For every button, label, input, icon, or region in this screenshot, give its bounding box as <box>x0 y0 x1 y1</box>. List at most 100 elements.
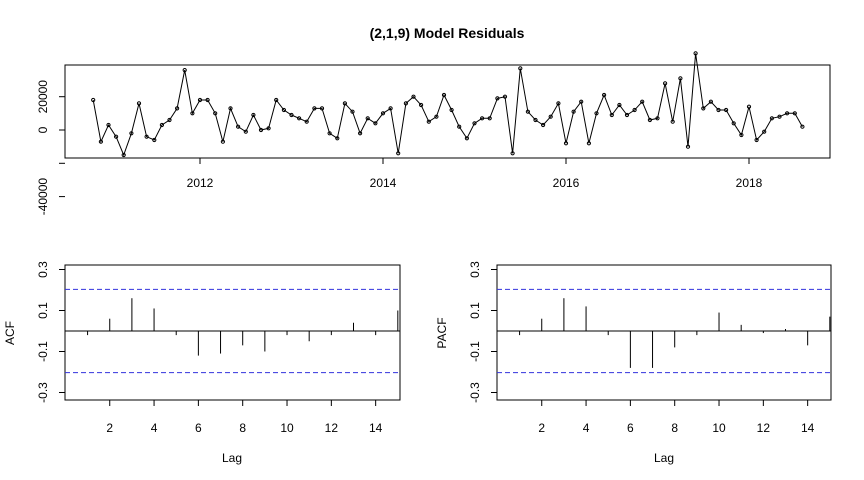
x-tick-label: 2 <box>538 421 545 435</box>
residual-point <box>182 68 187 73</box>
residual-point <box>419 102 424 108</box>
residual-point <box>579 99 584 104</box>
residual-point <box>548 114 553 119</box>
residual-point <box>518 66 523 71</box>
residual-point <box>388 106 393 111</box>
residual-point <box>251 112 256 118</box>
pacf-y-label: PACF <box>435 317 449 348</box>
residual-point <box>289 112 294 118</box>
residual-point <box>319 106 325 111</box>
residual-point <box>342 101 347 106</box>
residual-point <box>739 132 744 138</box>
y-tick-label: 0.1 <box>36 302 50 319</box>
residual-point <box>495 96 500 101</box>
residual-point <box>792 111 797 116</box>
residual-point <box>800 124 805 129</box>
x-tick-label: 10 <box>712 421 726 435</box>
acf-bars <box>65 288 400 374</box>
residual-point <box>258 127 264 133</box>
residual-point <box>685 144 691 149</box>
pacf-axes: 2 4 6 8 10 12 14 -0.3 -0.1 0.1 0.3 <box>468 261 815 435</box>
residual-point <box>243 129 248 134</box>
acf-panel: 2 4 6 8 10 12 14 -0.3 -0.1 0.1 0.3 Lag ACF <box>3 261 401 465</box>
residual-point <box>236 124 241 129</box>
residual-point <box>502 94 508 99</box>
residual-point <box>213 111 218 116</box>
y-tick-label: -0.3 <box>36 382 50 403</box>
x-tick-label: 14 <box>369 421 383 435</box>
residual-point <box>380 111 386 116</box>
residual-point <box>480 116 485 121</box>
residual-point <box>281 107 286 113</box>
pacf-plot-frame <box>496 264 832 401</box>
chart-title: (2,1,9) Model Residuals <box>370 25 525 41</box>
residual-point <box>563 141 569 146</box>
residual-point <box>785 111 790 116</box>
residual-point <box>373 121 378 126</box>
residual-point <box>609 112 614 118</box>
x-tick-label: 8 <box>671 421 678 435</box>
residual-line <box>92 53 803 157</box>
residual-point <box>335 136 340 141</box>
residual-point <box>678 76 683 81</box>
residual-point <box>228 106 233 111</box>
residual-point <box>365 116 370 121</box>
residuals-plot-frame <box>64 64 831 159</box>
x-tick-label: 8 <box>239 421 246 435</box>
residual-point <box>624 112 630 118</box>
residual-point <box>152 137 157 143</box>
residual-point <box>647 117 653 123</box>
residual-point <box>449 107 454 113</box>
residual-point <box>640 99 645 104</box>
residual-point <box>602 92 607 98</box>
residual-point <box>358 131 363 136</box>
residual-point <box>441 92 447 98</box>
y-tick-label: -0.1 <box>36 341 50 362</box>
residuals-axes: 2012 2014 2016 2018 -40000 0 20000 <box>36 80 763 216</box>
residual-point <box>403 101 408 106</box>
residual-point <box>724 107 729 113</box>
residual-point <box>731 121 736 126</box>
x-tick-label: 4 <box>583 421 590 435</box>
x-tick-label: 10 <box>280 421 294 435</box>
x-tick-label: 2018 <box>736 176 763 190</box>
pacf-bars <box>497 288 831 374</box>
x-tick-label: 2016 <box>553 176 580 190</box>
residual-point <box>525 109 531 114</box>
residual-point <box>510 151 515 156</box>
residual-point <box>167 117 172 123</box>
residual-point <box>762 129 767 134</box>
residual-point <box>754 137 759 143</box>
acf-x-label: Lag <box>222 451 242 465</box>
residual-point <box>571 109 576 114</box>
x-tick-label: 2 <box>106 421 113 435</box>
y-tick-label: 20000 <box>36 80 50 114</box>
x-tick-label: 4 <box>151 421 158 435</box>
residual-point <box>91 97 96 103</box>
residual-point <box>114 134 119 139</box>
residual-point <box>266 126 271 131</box>
residual-point <box>769 116 775 121</box>
residual-point <box>556 101 561 106</box>
residual-point <box>98 139 104 144</box>
residual-point <box>205 97 210 103</box>
residual-point <box>594 111 599 116</box>
residual-point <box>464 136 469 141</box>
acf-plot-frame <box>64 264 401 401</box>
residuals-panel: (2,1,9) Model Residuals 2012 2014 2016 2018… <box>36 25 831 216</box>
pacf-x-label: Lag <box>654 451 674 465</box>
residual-point <box>129 131 134 136</box>
y-tick-label: -0.3 <box>468 382 482 403</box>
x-tick-label: 6 <box>195 421 202 435</box>
residual-point <box>487 116 492 121</box>
residual-point <box>304 119 309 124</box>
residual-point <box>175 106 180 111</box>
x-tick-label: 12 <box>325 421 339 435</box>
x-tick-label: 2012 <box>187 176 214 190</box>
residual-point <box>327 131 332 136</box>
x-tick-label: 14 <box>801 421 815 435</box>
y-tick-label: -0.1 <box>468 341 482 362</box>
acf-axes: 2 4 6 8 10 12 14 -0.3 -0.1 0.1 0.3 <box>36 261 383 435</box>
x-tick-label: 2014 <box>370 176 397 190</box>
residual-point <box>144 134 149 139</box>
